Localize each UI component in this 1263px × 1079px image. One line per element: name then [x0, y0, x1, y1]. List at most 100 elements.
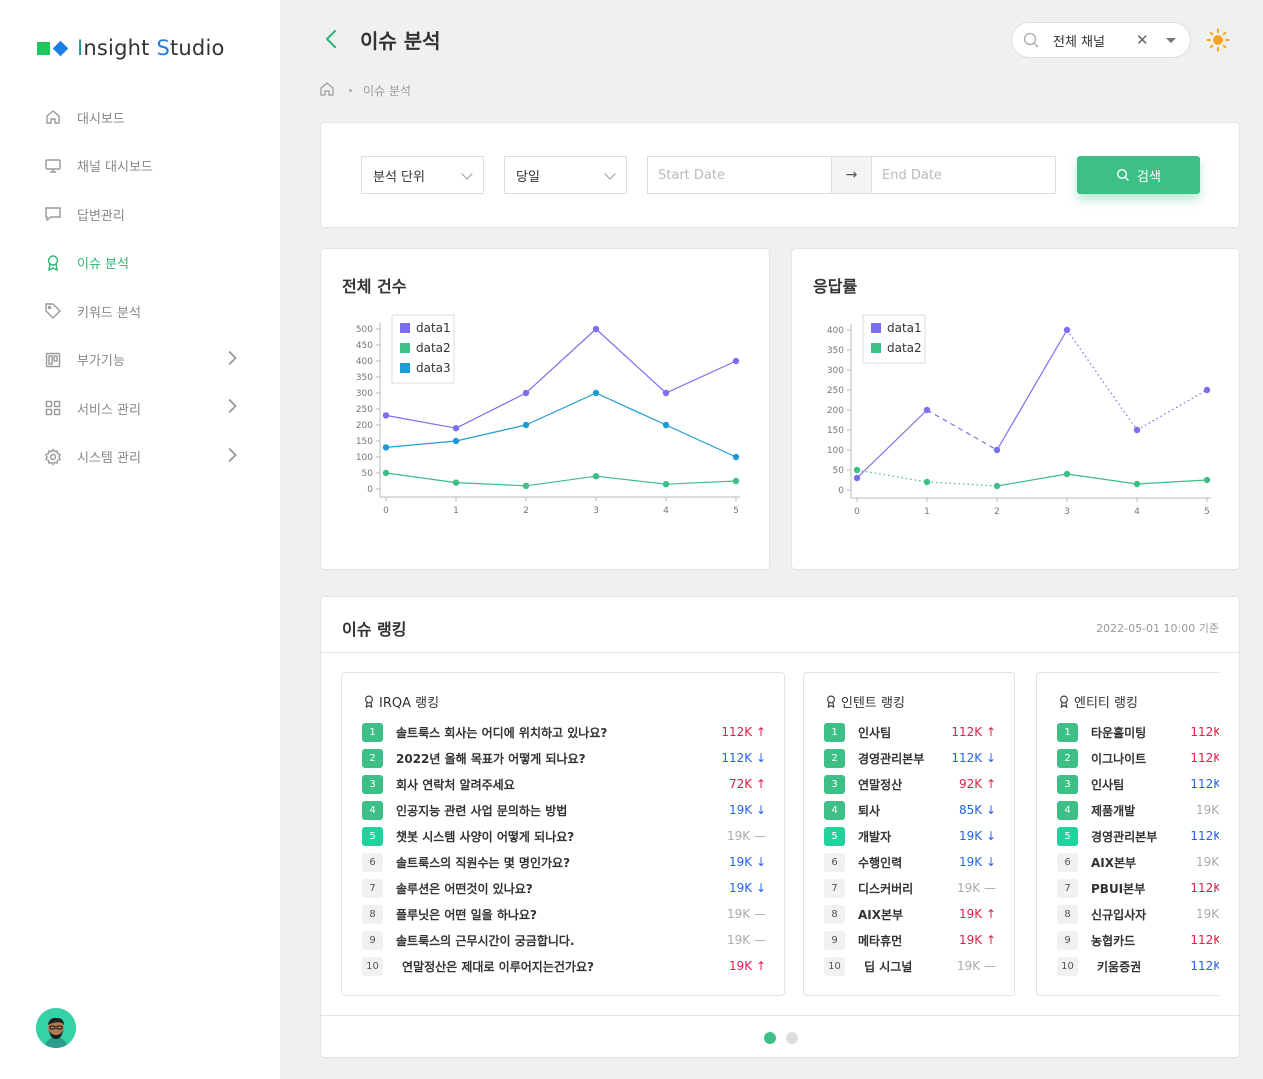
- ranking-row[interactable]: 7 솔루션은 어떤것이 있나요? 19K ↓: [362, 875, 766, 901]
- sidebar-item[interactable]: 부가기능: [0, 336, 280, 385]
- y-tick-label: 200: [827, 406, 844, 416]
- rank-label: 솔트룩스 회사는 어디에 위치하고 있나요?: [396, 725, 608, 740]
- breadcrumb-current: 이슈 분석: [363, 84, 411, 98]
- trend-flat-icon: —: [754, 933, 766, 947]
- rank-count: 112K ↓: [1190, 829, 1219, 843]
- x-tick-label: 5: [733, 506, 739, 516]
- trend-flat-icon: —: [984, 881, 996, 895]
- sidebar-item[interactable]: 시스템 관리: [0, 433, 280, 482]
- sidebar-item[interactable]: 대시보드: [0, 93, 280, 142]
- ranking-row[interactable]: 9 농협카드 112K ↑: [1057, 927, 1219, 953]
- trend-down-icon: ↓: [755, 881, 766, 895]
- ranking-row[interactable]: 4 제품개발 19K —: [1057, 797, 1219, 823]
- rank-label: 경영관리본부: [1091, 829, 1158, 844]
- back-button[interactable]: [320, 26, 344, 52]
- data-point: [592, 473, 600, 480]
- data-point: [452, 425, 460, 432]
- arrow-right-icon: →: [831, 157, 872, 193]
- data-point: [1133, 426, 1141, 434]
- sidebar-item[interactable]: 서비스 관리: [0, 384, 280, 433]
- ranking-row[interactable]: 6 AIX본부 19K —: [1057, 849, 1219, 875]
- trend-flat-icon: —: [754, 907, 766, 921]
- x-tick-label: 2: [994, 507, 1000, 517]
- analysis-unit-select[interactable]: 분석 단위: [361, 156, 484, 194]
- end-date-input[interactable]: End Date: [882, 167, 942, 183]
- y-tick-label: 250: [827, 386, 844, 396]
- rank-count: 19K —: [957, 881, 996, 895]
- home-icon[interactable]: [319, 81, 335, 100]
- sidebar-item[interactable]: 키워드 분석: [0, 287, 280, 336]
- data-point: [662, 421, 670, 429]
- rank-label: 2022년 올해 목표가 어떻게 되나요?: [396, 751, 586, 766]
- data-point: [732, 357, 740, 365]
- ranking-row[interactable]: 1 타운홀미팅 112K ↑: [1057, 719, 1219, 745]
- carousel-dot[interactable]: [786, 1032, 798, 1044]
- ranking-row[interactable]: 6 솔트룩스의 직원수는 몇 명인가요? 19K ↓: [362, 849, 766, 875]
- ranking-row[interactable]: 8 AIX본부 19K ↑: [824, 901, 996, 927]
- series-line-segment: [926, 481, 998, 487]
- rank-count: 85K ↓: [958, 803, 996, 817]
- series-line-segment: [385, 472, 457, 484]
- ranking-row[interactable]: 8 신규입사자 19K —: [1057, 901, 1219, 927]
- y-tick-label: 150: [356, 437, 373, 447]
- data-point: [853, 466, 861, 474]
- carousel-dot[interactable]: [764, 1032, 776, 1044]
- ranking-row[interactable]: 2 2022년 올해 목표가 어떻게 되나요? 112K ↓: [362, 745, 766, 771]
- ranking-row[interactable]: 1 솔트룩스 회사는 어디에 위치하고 있나요? 112K ↑: [362, 719, 766, 745]
- ranking-row[interactable]: 7 PBUI본부 112K ↑: [1057, 875, 1219, 901]
- ranking-row[interactable]: 4 인공지능 관련 사업 문의하는 방법 19K ↓: [362, 797, 766, 823]
- y-tick-label: 0: [838, 486, 844, 496]
- ranking-row[interactable]: 5 챗봇 시스템 사양이 어떻게 되나요? 19K —: [362, 823, 766, 849]
- trend-down-icon: ↓: [985, 803, 996, 817]
- period-select[interactable]: 당일: [504, 156, 627, 194]
- legend-label: data2: [887, 341, 922, 355]
- clear-icon[interactable]: ✕: [1136, 31, 1149, 49]
- ranking-carousel[interactable]: IRQA 랭킹 1 솔트룩스 회사는 어디에 위치하고 있나요? 112K ↑ 2 202…: [341, 672, 1219, 996]
- ranking-row[interactable]: 10 연말정산은 제대로 이루어지는건가요? 19K ↑: [362, 953, 766, 979]
- ranking-row[interactable]: 3 회사 연락처 알려주세요 72K ↑: [362, 771, 766, 797]
- ranking-row[interactable]: 2 이그나이트 112K ↑: [1057, 745, 1219, 771]
- ranking-row[interactable]: 8 플루닛은 어떤 일을 하나요? 19K —: [362, 901, 766, 927]
- start-date-input[interactable]: Start Date: [658, 167, 725, 183]
- y-tick-label: 500: [356, 325, 373, 335]
- ranking-row[interactable]: 2 경영관리본부 112K ↓: [824, 745, 996, 771]
- sidebar-item[interactable]: 이슈 분석: [0, 239, 280, 288]
- legend-swatch: [871, 323, 881, 333]
- ranking-row[interactable]: 3 인사팀 112K ↓: [1057, 771, 1219, 797]
- sidebar-item[interactable]: 채널 대시보드: [0, 142, 280, 191]
- y-tick-label: 450: [356, 341, 373, 351]
- rank-badge: 10: [824, 956, 845, 976]
- ranking-row[interactable]: 9 메타휴먼 19K ↑: [824, 927, 996, 953]
- theme-toggle-sun-icon[interactable]: [1206, 28, 1230, 52]
- rank-count: 19K —: [727, 907, 766, 921]
- chevron-down-icon[interactable]: [1166, 37, 1176, 43]
- rank-badge: 3: [362, 774, 383, 794]
- ranking-row[interactable]: 10 키움증권 112K ↓: [1057, 953, 1219, 979]
- user-avatar[interactable]: [36, 1008, 76, 1048]
- series-line-segment: [455, 424, 527, 442]
- series-line-segment: [1136, 479, 1208, 485]
- ranking-row[interactable]: 3 연말정산 92K ↑: [824, 771, 996, 797]
- series-line-segment: [856, 409, 928, 479]
- trend-down-icon: ↓: [985, 829, 996, 843]
- rank-count: 112K ↑: [721, 725, 766, 739]
- search-button[interactable]: 검색: [1077, 156, 1200, 194]
- channel-select[interactable]: 전체 채널 ✕: [1011, 22, 1191, 58]
- data-point: [382, 444, 390, 451]
- ranking-row[interactable]: 10 딥 시그널 19K —: [824, 953, 996, 979]
- legend-swatch: [400, 323, 410, 333]
- ranking-row[interactable]: 4 퇴사 85K ↓: [824, 797, 996, 823]
- ranking-row[interactable]: 6 수행인력 19K ↓: [824, 849, 996, 875]
- series-line-segment: [595, 392, 667, 426]
- ranking-row[interactable]: 5 개발자 19K ↓: [824, 823, 996, 849]
- ranking-row[interactable]: 1 인사팀 112K ↑: [824, 719, 996, 745]
- ranking-row[interactable]: 5 경영관리본부 112K ↓: [1057, 823, 1219, 849]
- total-count-chart: 0 50 100 150 200 250 300 350 400 450 500 0 1 2 3 4 5 data…: [356, 314, 740, 516]
- rank-label: AIX본부: [1091, 855, 1137, 870]
- rank-count: 19K —: [1196, 855, 1219, 869]
- x-tick-label: 4: [663, 506, 669, 516]
- sidebar-item[interactable]: 답변관리: [0, 190, 280, 239]
- ranking-row[interactable]: 9 솔트룩스의 근무시간이 궁금합니다. 19K —: [362, 927, 766, 953]
- ranking-row[interactable]: 7 디스커버리 19K —: [824, 875, 996, 901]
